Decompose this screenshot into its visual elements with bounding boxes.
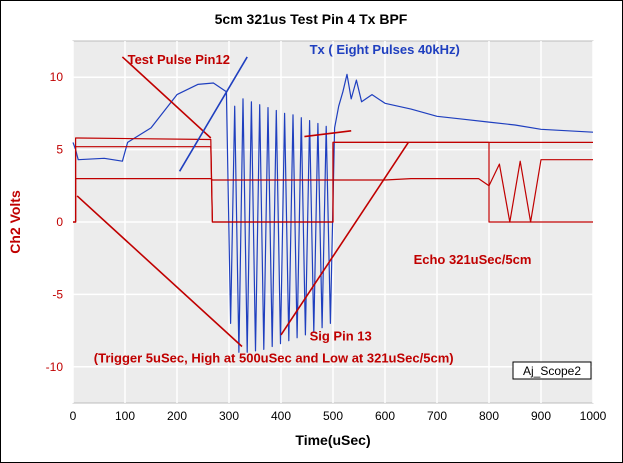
chart-annotations: Test Pulse Pin12 Tx ( Eight Pulses 40kHz)… (94, 42, 532, 365)
x-tick-label: 700 (427, 409, 447, 423)
x-tick-label: 200 (167, 409, 187, 423)
x-tick-label: 100 (115, 409, 135, 423)
x-tick-label: 0 (70, 409, 77, 423)
x-axis-label: Time(uSec) (295, 432, 370, 448)
x-tick-label: 800 (479, 409, 499, 423)
y-axis-label: Ch2 Volts (7, 190, 23, 254)
y-tick-label: 5 (56, 143, 63, 157)
y-tick-label: -5 (52, 287, 63, 301)
annotation-text: Test Pulse Pin12 (128, 52, 230, 67)
y-tick-labels: 10 5 0 -5 -10 (46, 70, 64, 374)
annotation-leader-line (76, 195, 243, 348)
y-tick-label: -10 (46, 360, 64, 374)
x-tick-label: 400 (271, 409, 291, 423)
annotation-text: (Trigger 5uSec, High at 500uSec and Low … (94, 350, 454, 365)
x-tick-label: 900 (531, 409, 551, 423)
annotation-leader-line (304, 129, 352, 138)
annotation-leader-line (280, 141, 410, 336)
annotation-leader-line (178, 56, 248, 172)
y-tick-label: 10 (50, 70, 64, 84)
y-tick-label: 0 (56, 215, 63, 229)
annotation-text: Tx ( Eight Pulses 40kHz) (310, 42, 460, 57)
annotation-leader-line (121, 56, 212, 139)
watermark-label: Aj_Scope2 (523, 364, 581, 378)
x-tick-label: 600 (375, 409, 395, 423)
series-line-1 (72, 73, 594, 353)
x-tick-label: 300 (219, 409, 239, 423)
series-line-4 (73, 159, 593, 223)
annotation-text: Echo 321uSec/5cm (414, 252, 532, 267)
x-tick-labels: 0 100 200 300 400 500 600 700 800 900 1000 (70, 409, 607, 423)
x-tick-label: 1000 (580, 409, 607, 423)
x-tick-label: 500 (323, 409, 343, 423)
chart-title: 5cm 321us Test Pin 4 Tx BPF (215, 11, 408, 27)
annotation-text: Sig Pin 13 (310, 329, 372, 344)
chart-series (72, 73, 594, 353)
watermark-box (512, 361, 592, 380)
annotation-leaders (76, 56, 410, 348)
